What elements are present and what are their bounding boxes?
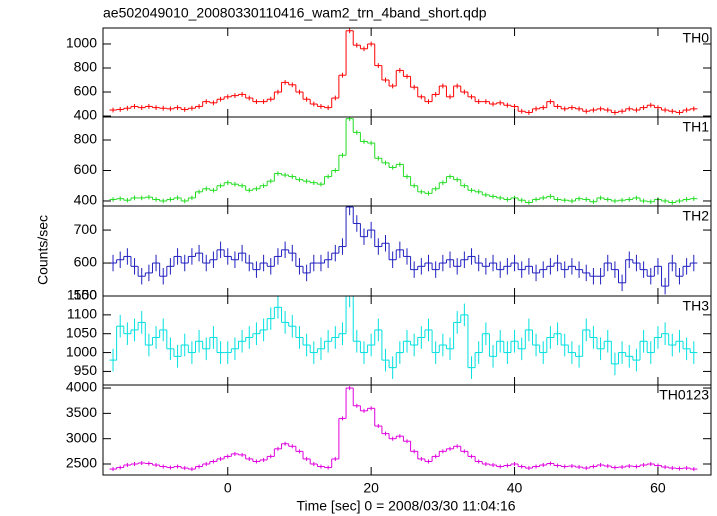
x-tick-label: 20	[363, 480, 379, 496]
y-tick-label: 1000	[66, 35, 97, 51]
x-axis-label: Time [sec] 0 = 2008/03/30 11:04:16	[296, 498, 515, 514]
x-tick-label: 60	[650, 480, 666, 496]
y-tick-label: 1100	[67, 306, 97, 322]
panel-label: TH0	[683, 30, 710, 46]
y-tick-label: 3500	[66, 404, 97, 420]
y-tick-label: 1000	[66, 343, 97, 359]
chart-title: ae502049010_20080330110416_wam2_trn_4ban…	[103, 5, 487, 21]
y-tick-label: 800	[74, 59, 98, 75]
y-tick-label: 700	[74, 221, 98, 237]
y-tick-label: 800	[74, 131, 98, 147]
panel-label: TH2	[683, 208, 710, 224]
y-tick-label: 4000	[66, 379, 97, 395]
y-tick-label: 400	[74, 192, 98, 208]
y-tick-label: 400	[74, 107, 98, 123]
y-tick-label: 1050	[66, 324, 97, 340]
panel-frame	[102, 27, 712, 118]
x-tick-label: 40	[507, 480, 523, 496]
y-tick-label: 2500	[66, 455, 97, 471]
y-tick-label: 600	[74, 254, 98, 270]
y-tick-label: 1150	[67, 287, 97, 303]
panel-label: TH3	[683, 298, 710, 314]
y-tick-label: 600	[74, 83, 98, 99]
y-tick-label: 500	[74, 287, 98, 303]
x-tick-label: 0	[224, 480, 232, 496]
y-tick-label: 3000	[66, 429, 97, 445]
panel-frame	[102, 384, 712, 476]
panel-frame	[102, 116, 712, 207]
y-tick-label: 600	[74, 161, 98, 177]
y-axis-label: Counts/sec	[35, 215, 51, 285]
panel-label: TH0123	[659, 387, 709, 403]
panel-label: TH1	[683, 119, 710, 135]
y-tick-label: 950	[74, 362, 98, 378]
